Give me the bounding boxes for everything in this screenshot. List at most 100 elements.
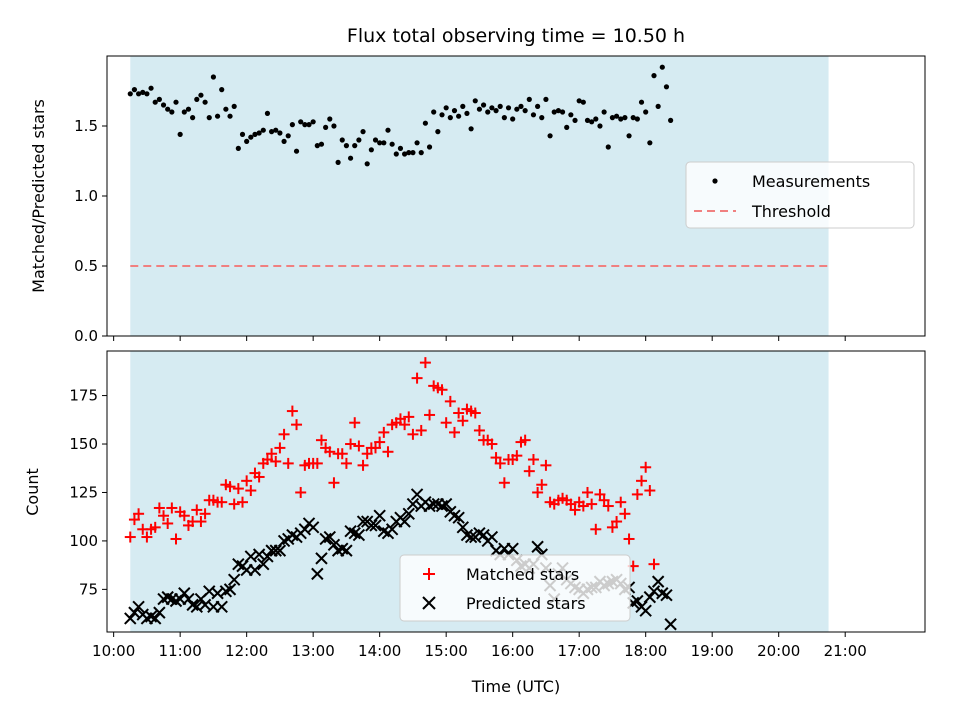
matched-star-point [282,457,294,469]
predicted-star-point [311,567,324,581]
measurement-point [559,109,566,115]
matched-legend-label: Matched stars [466,565,579,584]
matched-star-point [411,372,423,384]
predicted-star-point [248,563,262,577]
x-tick-label: 11:00 [159,642,202,660]
matched-star-point [636,475,648,487]
matched-star-point [270,455,282,467]
matched-star-point [361,448,373,460]
x-tick-label: 18:00 [624,642,667,660]
measurement-point [314,143,320,149]
measurement-point [214,113,221,119]
measurement-point [451,108,458,114]
predicted-star-point [153,606,166,619]
matched-star-point [328,477,340,489]
measurement-point [622,115,628,121]
measurement-point [460,103,466,109]
predicted-star-point [398,515,411,528]
top-y-axis-label: Matched/Predicted stars [29,99,48,293]
matched-star-point [469,407,481,419]
measurement-point [190,115,196,121]
measurement-point [194,96,200,102]
measurement-point [231,103,237,109]
matched-star-point [178,510,190,522]
matched-star-point [527,454,539,466]
measurement-point [651,73,657,79]
measurement-point [609,115,616,121]
matched-star-point [311,457,323,469]
predicted-star-point [439,497,453,511]
x-tick-label: 12:00 [225,642,268,660]
measurement-point [526,96,532,102]
matched-star-point [382,446,394,458]
matched-star-point [128,514,140,526]
predicted-star-point [402,507,415,520]
measurement-point [456,113,462,119]
matched-star-point [615,496,627,508]
x-tick-label: 17:00 [558,642,601,660]
measurement-point [131,87,138,93]
measurement-point [202,99,208,105]
matched-star-point [490,452,502,464]
predicted-star-point [132,600,145,614]
measurement-point [135,91,142,97]
bottom-axes-frame [106,350,926,633]
matched-star-point [195,516,207,528]
x-tick-label: 16:00 [491,642,534,660]
measurement-point [293,148,300,154]
bottom-y-tick-label: 75 [79,580,98,598]
measurement-point [389,141,395,147]
measurement-point [264,110,271,116]
x-tick-label: 13:00 [292,642,335,660]
matched-star-point [473,424,485,436]
matched-star-point [291,419,303,431]
measurement-point [227,113,233,119]
matched-star-point [631,488,643,500]
predicted-star-point [149,612,162,625]
matched-star-point [295,486,307,498]
measurement-point [235,145,241,151]
matched-star-point [590,523,602,535]
measurement-point [476,106,483,112]
measurement-point [426,144,433,150]
measurement-point [343,143,350,149]
predicted-star-point [373,509,386,522]
predicted-star-point [227,573,241,586]
measurement-point [298,119,304,125]
measurement-point [518,103,524,109]
threshold-legend-label: Threshold [751,202,831,221]
measurement-point [327,116,333,122]
measurement-point [505,105,512,111]
predicted-star-point [651,575,665,588]
matched-star-point [340,457,352,469]
predicted-star-point [306,521,320,534]
x-tick-label: 15:00 [425,642,468,660]
predicted-star-point [257,557,270,571]
matched-star-point [141,531,153,543]
measurement-point [580,99,586,105]
top-x-ticks [113,336,846,341]
matched-star-point [598,494,610,506]
predicted-star-point [664,618,677,631]
matched-star-point [403,411,415,423]
matched-star-point [519,434,531,446]
matched-star-point [602,500,614,512]
matched-star-point [345,438,357,450]
measurement-point [323,124,329,130]
matched-star-point [448,426,460,438]
matched-star-point [532,486,544,498]
predicted-star-point [215,600,228,614]
matched-star-point [245,485,257,497]
matched-star-point [349,417,361,429]
measurement-point [630,115,636,121]
measurement-point [464,110,470,116]
matched-star-point [486,438,498,450]
measurement-point [252,131,258,137]
matched-star-point [199,508,211,520]
measurement-point [564,124,570,130]
measurement-point [244,138,250,144]
predicted-star-point [369,519,382,532]
measurement-point [593,116,599,122]
matched-star-point [394,413,406,425]
